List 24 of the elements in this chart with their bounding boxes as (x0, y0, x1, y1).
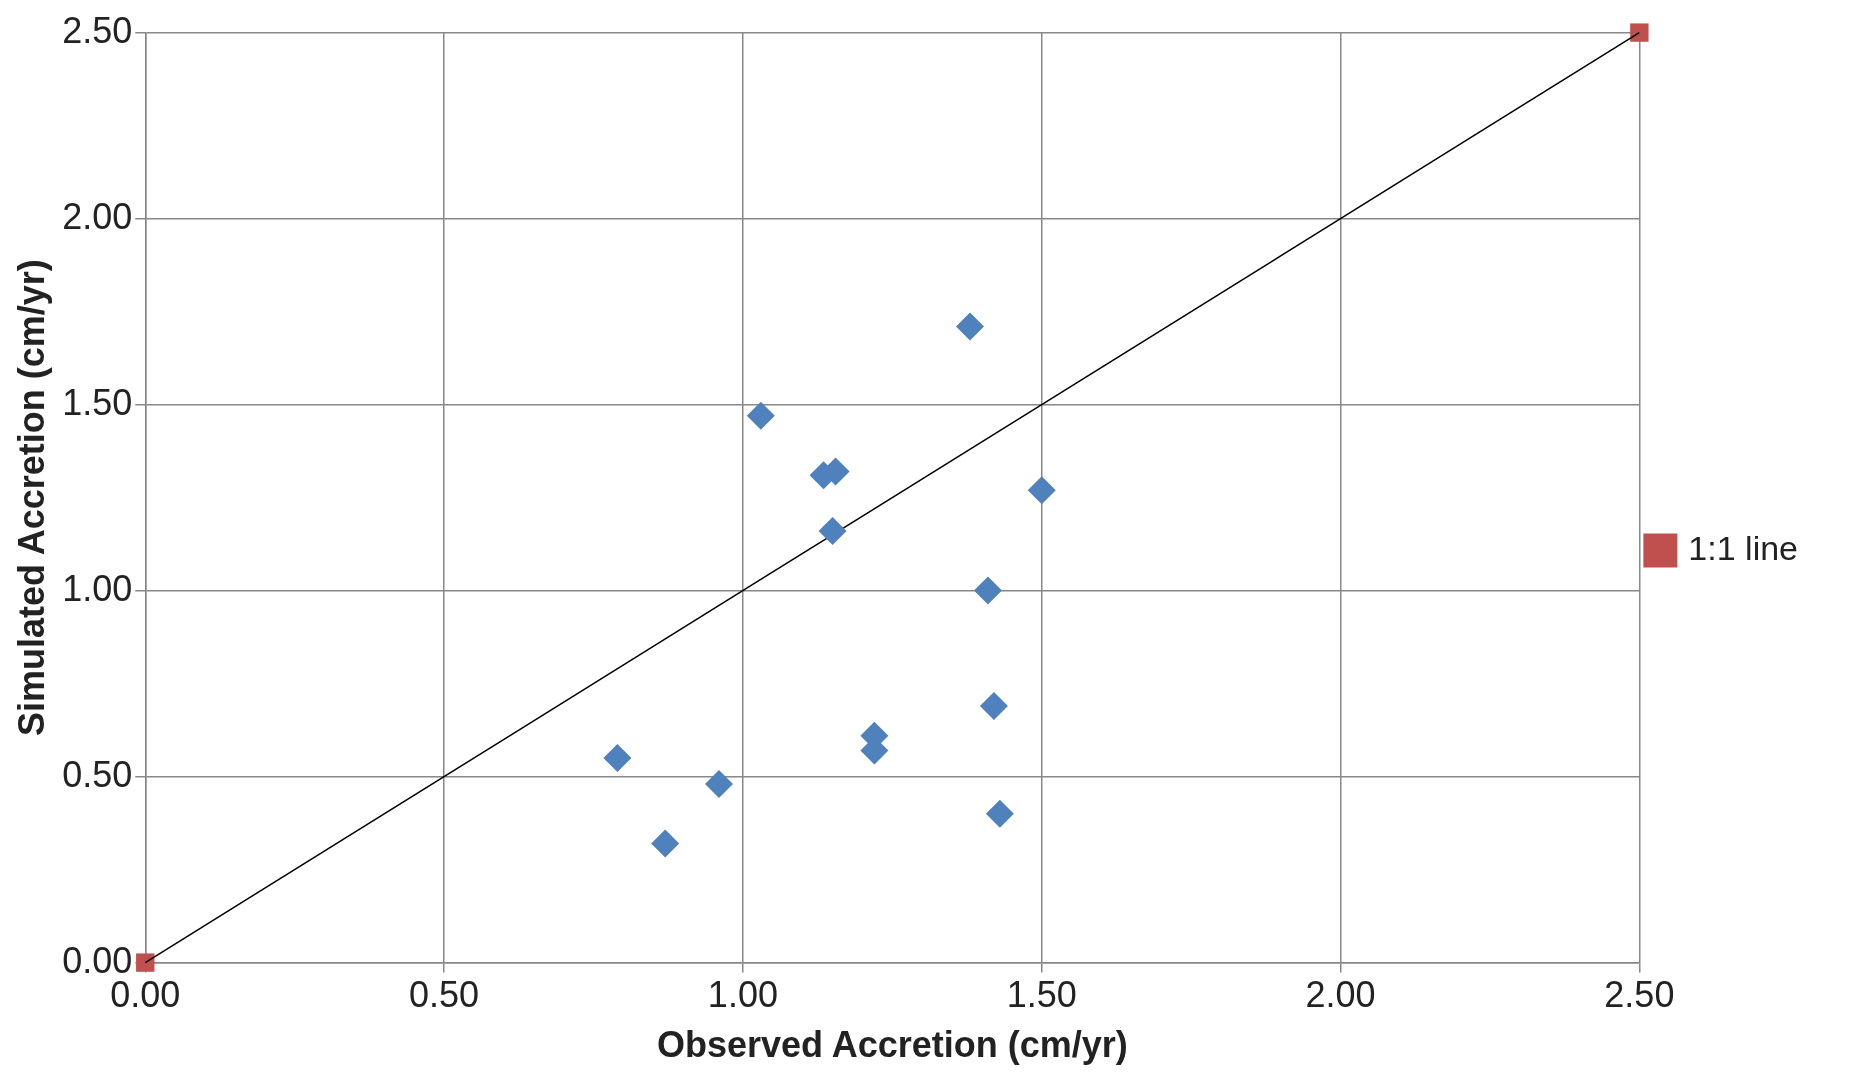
x-tick-label: 1.00 (707, 974, 778, 1016)
point (651, 829, 680, 858)
y-tick-label: 1.50 (62, 381, 133, 423)
y-tick-label: 2.00 (62, 195, 133, 237)
point (956, 312, 985, 341)
legend-label: 1:1 line (1688, 528, 1798, 567)
x-tick-label: 2.00 (1305, 974, 1376, 1016)
point (746, 401, 775, 430)
y-tick-label: 2.50 (62, 9, 133, 51)
point (985, 799, 1014, 828)
x-tick-label: 2.50 (1604, 974, 1675, 1016)
x-axis-title: Observed Accretion (cm/yr) (656, 1024, 1128, 1066)
point (1630, 23, 1649, 42)
point (979, 691, 1008, 720)
point (705, 770, 733, 799)
point (818, 517, 847, 546)
point (1027, 476, 1056, 505)
y-tick-label: 0.50 (62, 753, 133, 795)
x-tick-label: 1.50 (1006, 974, 1077, 1016)
point (603, 744, 632, 772)
y-tick-label: 1.00 (62, 567, 133, 609)
y-axis-title: Simulated Accretion (cm/yr) (10, 259, 52, 736)
point (973, 576, 1002, 605)
x-tick-label: 0.50 (409, 974, 480, 1016)
